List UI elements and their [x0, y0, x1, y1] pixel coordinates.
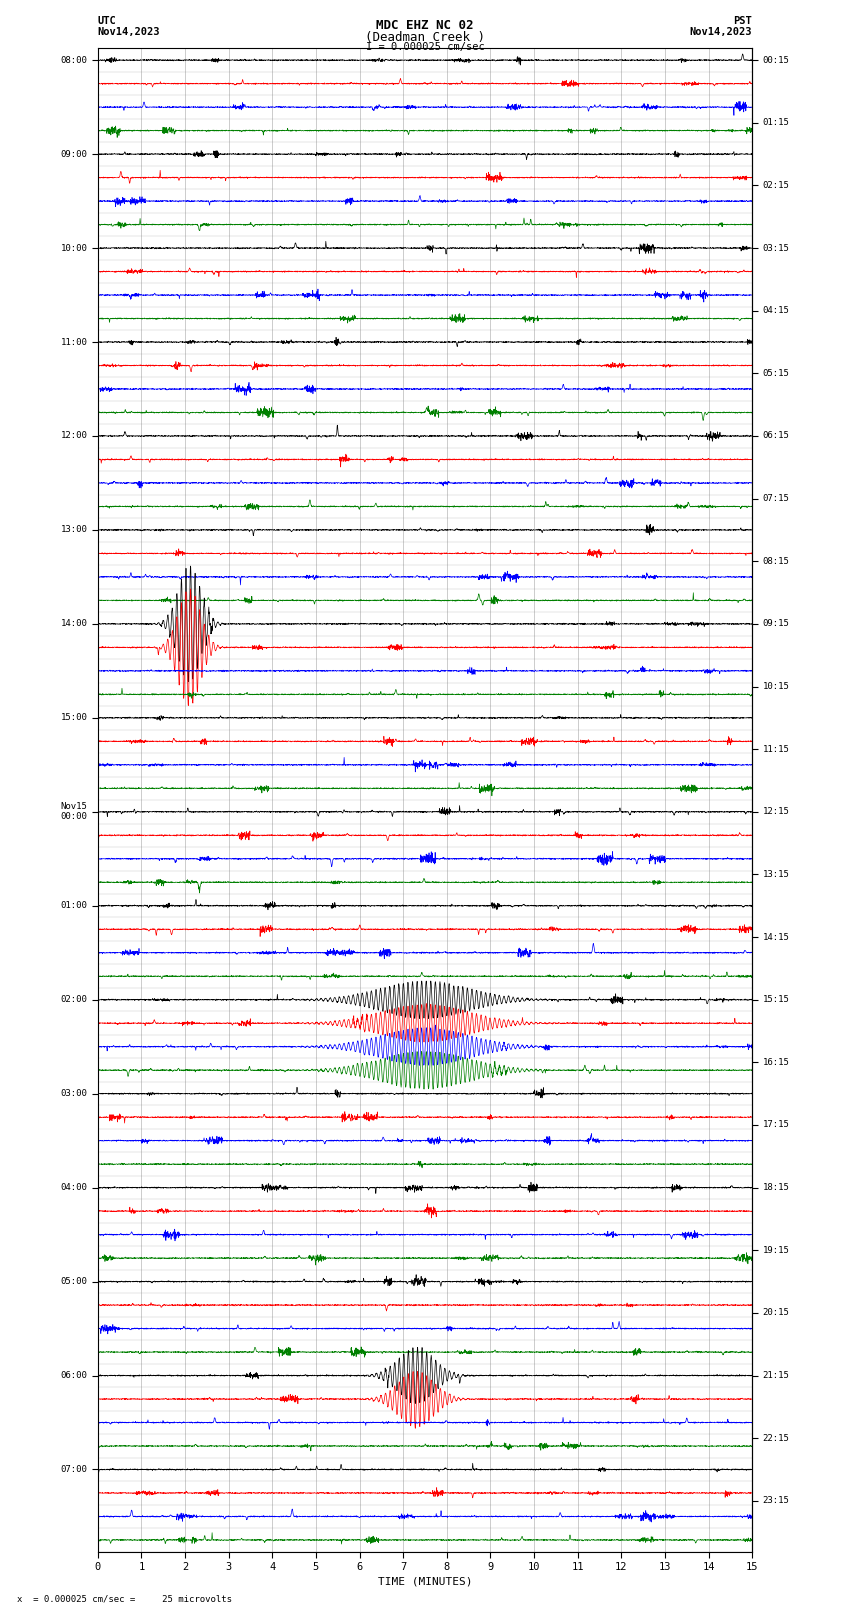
- Text: MDC EHZ NC 02: MDC EHZ NC 02: [377, 19, 473, 32]
- Text: Nov14,2023: Nov14,2023: [689, 27, 752, 37]
- Text: Nov14,2023: Nov14,2023: [98, 27, 161, 37]
- X-axis label: TIME (MINUTES): TIME (MINUTES): [377, 1576, 473, 1586]
- Text: I = 0.000025 cm/sec: I = 0.000025 cm/sec: [366, 42, 484, 52]
- Text: UTC: UTC: [98, 16, 116, 26]
- Text: x  = 0.000025 cm/sec =     25 microvolts: x = 0.000025 cm/sec = 25 microvolts: [17, 1594, 232, 1603]
- Text: PST: PST: [734, 16, 752, 26]
- Text: (Deadman Creek ): (Deadman Creek ): [365, 31, 485, 44]
